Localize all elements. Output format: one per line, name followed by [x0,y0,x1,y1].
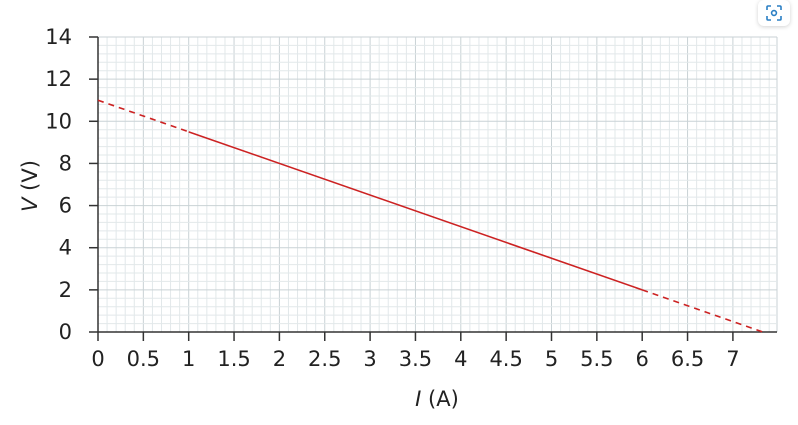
x-tick-label: 0.5 [127,347,160,371]
x-tick-label: 2.5 [308,347,341,371]
y-tick-label: 0 [59,320,72,344]
series-line-solid-1 [188,131,643,291]
x-tick-label: 4.5 [489,347,522,371]
x-axis-label: I (A) [415,387,459,411]
series-line-dashed-0 [97,99,189,133]
x-tick-label: 7 [726,347,739,371]
x-tick-label: 5.5 [580,347,613,371]
y-tick-label: 8 [59,151,72,175]
y-tick-label: 12 [45,67,72,91]
tick-labels: 0 0.5 1 1.5 2 2.5 3 3.5 4 4.5 5 5.5 6 6.5 7 0 2 4 6 8 10 12 14 [45,25,739,371]
grid [97,36,778,333]
x-tick-label: 5 [545,347,558,371]
x-axis-label-symbol: I [415,387,421,411]
y-tick-label: 6 [59,194,72,218]
x-tick-label: 1 [182,347,195,371]
x-tick-label: 6 [636,347,649,371]
scan-icon [766,5,782,21]
x-tick-label: 2 [273,347,286,371]
x-tick-label: 4 [454,347,467,371]
y-tick-label: 14 [45,25,72,49]
axes [89,36,777,341]
x-tick-label: 3 [363,347,376,371]
x-axis-label-unit: (A) [421,387,458,411]
y-tick-label: 2 [59,278,72,302]
series-lines [97,99,764,333]
y-axis-label: V (V) [18,160,42,212]
y-axis-label-unit: (V) [18,160,42,197]
y-axis-label-symbol: V [18,196,42,212]
scan-button[interactable] [758,0,790,26]
y-tick-label: 10 [45,109,72,133]
x-tick-label: 6.5 [671,347,704,371]
y-tick-label: 4 [59,236,72,260]
x-tick-label: 1.5 [217,347,250,371]
x-tick-label: 0 [91,347,104,371]
x-tick-label: 3.5 [399,347,432,371]
